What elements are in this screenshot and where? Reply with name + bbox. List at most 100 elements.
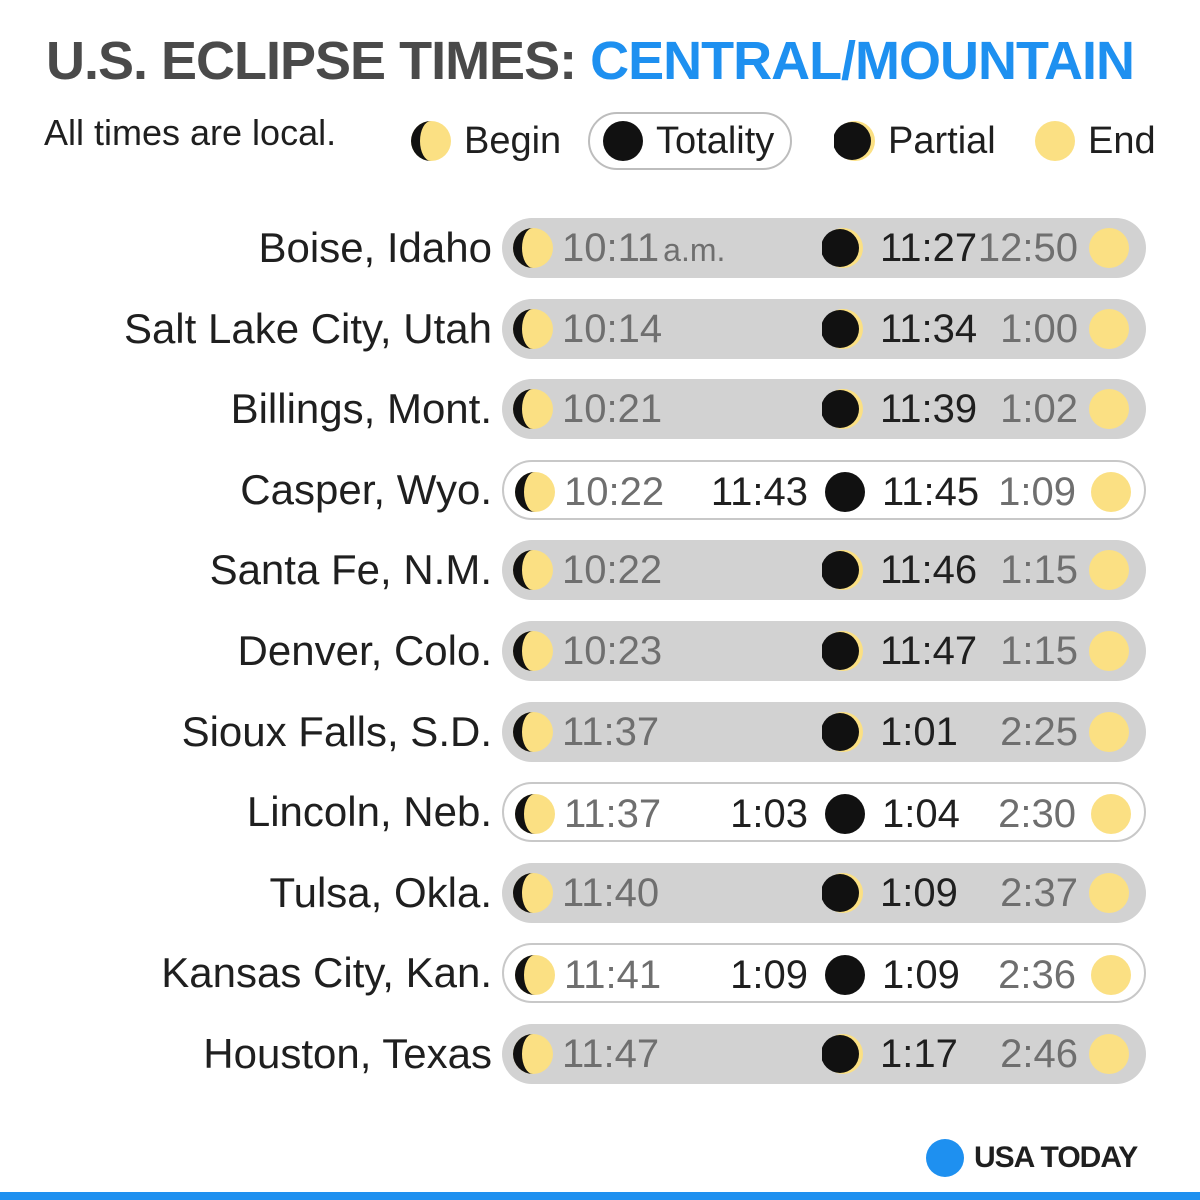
begin-time: 10:22 (564, 462, 664, 522)
eclipse-time-bar: 10:11 a.m. 11:27 12:50 (502, 218, 1146, 278)
city-name: Santa Fe, N.M. (209, 546, 492, 593)
eclipse-begin-icon (514, 471, 556, 513)
max-eclipse-time: 11:45 (882, 470, 980, 514)
eclipse-partial-icon (822, 549, 864, 591)
table-row: Lincoln, Neb. 11:37 1:03 1:04 2:30 (0, 782, 1200, 842)
end-time: 1:09 (998, 470, 1076, 514)
eclipse-time-bar: 11:40 1:09 2:37 (502, 863, 1146, 923)
eclipse-time-bar: 11:37 1:03 1:04 2:30 (502, 782, 1146, 842)
eclipse-time-bar: 10:21 11:39 1:02 (502, 379, 1146, 439)
end-time: 1:15 (1000, 629, 1078, 673)
city-name: Lincoln, Neb. (246, 788, 492, 835)
sun-end-icon (1090, 471, 1132, 513)
legend-begin: Begin (410, 112, 561, 170)
eclipse-totality-icon (824, 793, 866, 835)
max-eclipse-time: 11:47 (880, 629, 978, 673)
begin-time: 11:37 (562, 702, 659, 762)
max-eclipse-time: 11:39 (880, 387, 978, 431)
eclipse-partial-icon (822, 1033, 864, 1075)
sun-end-icon (1088, 549, 1130, 591)
sun-end-icon (1088, 388, 1130, 430)
max-eclipse-time: 1:17 (880, 1032, 958, 1076)
end-time: 2:46 (1000, 1032, 1078, 1076)
totality-start-time: 11:43 (710, 470, 808, 514)
begin-time: 10:21 (562, 379, 662, 439)
end-time: 1:00 (1000, 307, 1078, 351)
end-time: 12:50 (977, 226, 1078, 270)
max-eclipse-time: 1:09 (880, 871, 958, 915)
eclipse-begin-icon (410, 120, 452, 162)
sun-end-icon (1088, 1033, 1130, 1075)
eclipse-partial-icon (834, 120, 876, 162)
eclipse-begin-icon (514, 793, 556, 835)
eclipse-time-bar: 10:23 11:47 1:15 (502, 621, 1146, 681)
logo-wordmark: USA TODAY (974, 1141, 1138, 1174)
page-title: U.S. ECLIPSE TIMES: CENTRAL/MOUNTAIN (46, 30, 1135, 92)
eclipse-partial-icon (822, 711, 864, 753)
max-eclipse-time: 1:04 (882, 792, 960, 836)
eclipse-totality-icon (824, 471, 866, 513)
sun-end-icon (1088, 872, 1130, 914)
legend-partial-label: Partial (888, 119, 996, 162)
table-row: Denver, Colo. 10:23 11:47 1:15 (0, 621, 1200, 681)
eclipse-time-bar: 11:37 1:01 2:25 (502, 702, 1146, 762)
begin-time: 11:47 (562, 1024, 659, 1084)
eclipse-partial-icon (822, 308, 864, 350)
city-name: Denver, Colo. (237, 627, 492, 674)
begin-time-value: 10:14 (562, 307, 663, 351)
legend-begin-label: Begin (464, 119, 562, 162)
begin-time-value: 10:21 (562, 387, 663, 431)
table-row: Tulsa, Okla. 11:40 1:09 2:37 (0, 863, 1200, 923)
begin-time-value: 11:47 (562, 1032, 660, 1076)
end-time: 2:37 (1000, 871, 1078, 915)
local-time-note: All times are local. (44, 112, 337, 153)
eclipse-begin-icon (512, 227, 554, 269)
end-time: 1:15 (1000, 548, 1078, 592)
begin-time-value: 11:40 (562, 871, 660, 915)
eclipse-time-bar: 11:41 1:09 1:09 2:36 (502, 943, 1146, 1003)
legend-end-label: End (1088, 119, 1156, 162)
table-row: Sioux Falls, S.D. 11:37 1:01 2:25 (0, 702, 1200, 762)
begin-time-value: 11:37 (564, 792, 662, 836)
table-row: Casper, Wyo. 10:22 11:43 11:45 1:09 (0, 460, 1200, 520)
legend-totality: Totality (588, 112, 793, 170)
table-row: Boise, Idaho 10:11 a.m. 11:27 12:50 (0, 218, 1200, 278)
max-eclipse-time: 11:46 (880, 548, 978, 592)
begin-time-value: 11:41 (564, 953, 662, 997)
bottom-accent-line (0, 1192, 1200, 1200)
begin-time: 10:14 (562, 299, 662, 359)
table-row: Kansas City, Kan. 11:41 1:09 1:09 2:36 (0, 943, 1200, 1003)
eclipse-totality-icon (602, 120, 644, 162)
eclipse-totality-icon (824, 954, 866, 996)
title-prefix: U.S. ECLIPSE TIMES: (46, 31, 577, 91)
eclipse-begin-icon (512, 388, 554, 430)
max-eclipse-time: 1:01 (880, 710, 958, 754)
max-eclipse-time: 1:09 (882, 953, 960, 997)
table-row: Santa Fe, N.M. 10:22 11:46 1:15 (0, 540, 1200, 600)
eclipse-begin-icon (512, 1033, 554, 1075)
begin-time: 11:41 (564, 945, 661, 1005)
max-eclipse-time: 11:27 (880, 226, 978, 270)
table-row: Houston, Texas 11:47 1:17 2:46 (0, 1024, 1200, 1084)
legend-partial: Partial (834, 112, 996, 170)
sun-end-icon (1088, 630, 1130, 672)
eclipse-time-bar: 10:22 11:46 1:15 (502, 540, 1146, 600)
city-name: Kansas City, Kan. (161, 949, 492, 996)
end-time: 2:25 (1000, 710, 1078, 754)
eclipse-begin-icon (512, 872, 554, 914)
begin-time-value: 10:23 (562, 629, 663, 673)
eclipse-time-bar: 10:22 11:43 11:45 1:09 (502, 460, 1146, 520)
table-row: Billings, Mont. 10:21 11:39 1:02 (0, 379, 1200, 439)
begin-time: 10:11 a.m. (562, 218, 725, 278)
eclipse-partial-icon (822, 227, 864, 269)
sun-end-icon (1090, 793, 1132, 835)
city-name: Boise, Idaho (258, 224, 492, 271)
begin-time: 10:22 (562, 540, 662, 600)
begin-time-value: 10:22 (564, 470, 665, 514)
logo-circle-icon (926, 1139, 964, 1177)
eclipse-begin-icon (512, 549, 554, 591)
sun-end-icon (1090, 954, 1132, 996)
eclipse-partial-icon (822, 630, 864, 672)
max-eclipse-time: 11:34 (880, 307, 978, 351)
begin-time-suffix: a.m. (663, 232, 726, 268)
